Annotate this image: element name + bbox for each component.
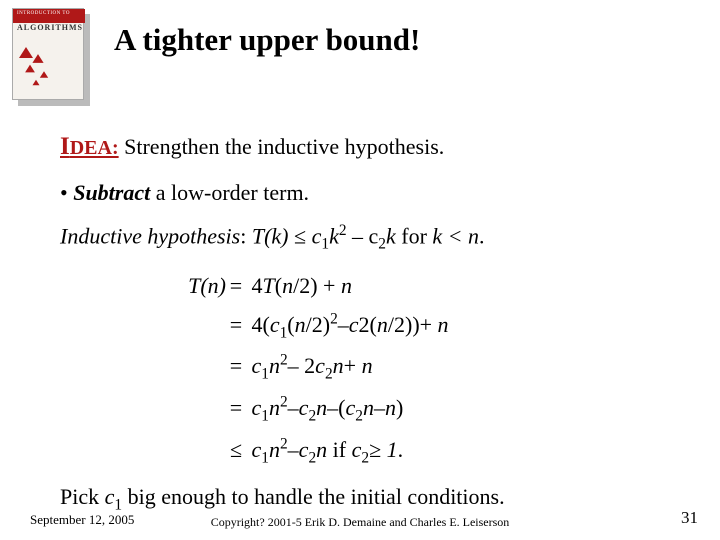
slide-body: IDEA: Strengthen the inductive hypothesi… (60, 128, 680, 516)
slide-title: A tighter upper bound! (114, 22, 420, 58)
deriv-rhs-1: 4T(n/2) + n (246, 273, 352, 298)
footer-page-number: 31 (681, 508, 698, 528)
deriv-rhs-3: c1n2– 2c2n+ n (246, 353, 373, 378)
deriv-rhs-5: c1n2–c2n if c2≥ 1. (246, 437, 403, 462)
derivation-block: T(n)= 4T(n/2) + n = 4(c1(n/2)2–c2(n/2))+… (180, 269, 680, 469)
idea-line: IDEA: Strengthen the inductive hypothesi… (60, 128, 680, 166)
derivation-line-4: = c1n2–c2n–(c2n–n) (180, 391, 680, 429)
inductive-hypothesis-line: Inductive hypothesis: T(k) ≤ c1k2 – c2k … (60, 219, 680, 256)
book-stripe-text: INTRODUCTION TO (17, 11, 70, 16)
deriv-rhs-4: c1n2–c2n–(c2n–n) (246, 395, 403, 420)
derivation-line-5: ≤ c1n2–c2n if c2≥ 1. (180, 432, 680, 470)
derivation-line-3: = c1n2– 2c2n+ n (180, 349, 680, 387)
book-title-text: ALGORITHMS (17, 23, 83, 32)
book-cover-icon: INTRODUCTION TO ALGORITHMS (12, 8, 92, 108)
derivation-line-1: T(n)= 4T(n/2) + n (180, 269, 680, 303)
deriv-rhs-2: 4(c1(n/2)2–c2(n/2))+ n (246, 312, 449, 337)
footer-copyright: Copyright? 2001-5 Erik D. Demaine and Ch… (0, 515, 720, 530)
bullet-line: • Subtract a low-order term. (60, 176, 680, 209)
derivation-line-2: = 4(c1(n/2)2–c2(n/2))+ n (180, 307, 680, 345)
conclusion-line: Pick c1 big enough to handle the initial… (60, 480, 680, 517)
